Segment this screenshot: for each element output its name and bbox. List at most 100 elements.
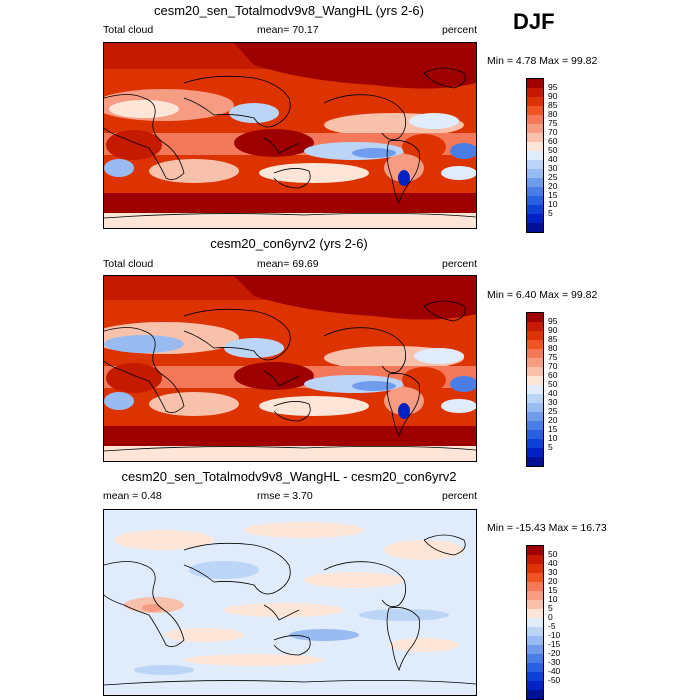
- colorbar-segment: [527, 636, 543, 645]
- colorbar-tick-label: 95: [548, 82, 558, 92]
- panel3-units: percent: [442, 490, 478, 502]
- colorbar-tick-label: 30: [548, 163, 558, 173]
- panel1-minmax: Min = 4.78 Max = 99.82: [487, 55, 598, 67]
- colorbar-segment: [527, 160, 543, 169]
- colorbar-tick-label: 20: [548, 576, 558, 586]
- colorbar-tick-label: 25: [548, 172, 558, 182]
- panel1-map: [103, 42, 477, 229]
- colorbar-segment: [527, 340, 543, 349]
- colorbar-segment: [527, 645, 543, 654]
- colorbar-tick-label: 50: [548, 379, 558, 389]
- panel3-colorbar: [526, 545, 544, 700]
- colorbar-tick-label: 80: [548, 109, 558, 119]
- colorbar-segment: [527, 412, 543, 421]
- colorbar-segment: [527, 205, 543, 214]
- colorbar-segment: [527, 618, 543, 627]
- colorbar-tick-label: 60: [548, 370, 558, 380]
- panel3-title: cesm20_sen_Totalmodv9v8_WangHL - cesm20_…: [121, 469, 457, 484]
- colorbar-segment: [527, 187, 543, 196]
- colorbar-tick-label: 10: [548, 433, 558, 443]
- colorbar-segment: [527, 421, 543, 430]
- colorbar-segment: [527, 313, 543, 322]
- colorbar-segment: [527, 376, 543, 385]
- colorbar-tick-label: 85: [548, 100, 558, 110]
- colorbar-segment: [527, 591, 543, 600]
- colorbar-segment: [527, 457, 543, 466]
- colorbar-segment: [527, 223, 543, 232]
- colorbar-tick-label: 40: [548, 388, 558, 398]
- colorbar-segment: [527, 151, 543, 160]
- colorbar-tick-label: 80: [548, 343, 558, 353]
- colorbar-tick-label: 5: [548, 442, 553, 452]
- panel1-title: cesm20_sen_Totalmodv9v8_WangHL (yrs 2-6): [154, 3, 424, 18]
- colorbar-segment: [527, 564, 543, 573]
- colorbar-tick-label: 25: [548, 406, 558, 416]
- colorbar-segment: [527, 115, 543, 124]
- colorbar-tick-label: 30: [548, 397, 558, 407]
- season-label: DJF: [513, 9, 555, 34]
- colorbar-segment: [527, 394, 543, 403]
- colorbar-segment: [527, 681, 543, 690]
- colorbar-tick-label: -5: [548, 621, 556, 631]
- colorbar-segment: [527, 627, 543, 636]
- colorbar-tick-label: 70: [548, 127, 558, 137]
- colorbar-tick-label: 20: [548, 181, 558, 191]
- colorbar-tick-label: 20: [548, 415, 558, 425]
- colorbar-segment: [527, 178, 543, 187]
- colorbar-segment: [527, 124, 543, 133]
- colorbar-tick-label: -50: [548, 675, 561, 685]
- colorbar-tick-label: 5: [548, 603, 553, 613]
- colorbar-segment: [527, 672, 543, 681]
- colorbar-tick-label: 40: [548, 154, 558, 164]
- colorbar-tick-label: 40: [548, 558, 558, 568]
- colorbar-tick-label: 10: [548, 199, 558, 209]
- panel3-mean: mean = 0.48: [103, 490, 162, 502]
- colorbar-tick-label: 90: [548, 91, 558, 101]
- colorbar-tick-label: -10: [548, 630, 561, 640]
- colorbar-segment: [527, 142, 543, 151]
- colorbar-segment: [527, 430, 543, 439]
- colorbar-tick-label: -15: [548, 639, 561, 649]
- colorbar-tick-label: 0: [548, 612, 553, 622]
- colorbar-segment: [527, 582, 543, 591]
- panel3-map: [103, 509, 477, 696]
- colorbar-segment: [527, 609, 543, 618]
- colorbar-segment: [527, 106, 543, 115]
- colorbar-tick-label: 90: [548, 325, 558, 335]
- panel3-rmse: rmse = 3.70: [257, 490, 313, 502]
- colorbar-segment: [527, 546, 543, 555]
- colorbar-segment: [527, 555, 543, 564]
- colorbar-segment: [527, 663, 543, 672]
- colorbar-tick-label: 50: [548, 549, 558, 559]
- colorbar-tick-label: 15: [548, 190, 558, 200]
- panel3-minmax: Min = -15.43 Max = 16.73: [487, 522, 607, 534]
- colorbar-tick-label: 50: [548, 145, 558, 155]
- colorbar-segment: [527, 349, 543, 358]
- colorbar-tick-label: -30: [548, 657, 561, 667]
- colorbar-segment: [527, 331, 543, 340]
- panel2-mean: mean= 69.69: [257, 258, 319, 270]
- colorbar-segment: [527, 214, 543, 223]
- colorbar-segment: [527, 322, 543, 331]
- colorbar-segment: [527, 385, 543, 394]
- colorbar-tick-label: 15: [548, 585, 558, 595]
- colorbar-segment: [527, 88, 543, 97]
- colorbar-segment: [527, 358, 543, 367]
- colorbar-segment: [527, 448, 543, 457]
- colorbar-tick-label: 5: [548, 208, 553, 218]
- colorbar-segment: [527, 600, 543, 609]
- colorbar-tick-label: 30: [548, 567, 558, 577]
- panel1-mean: mean= 70.17: [257, 24, 319, 36]
- colorbar-segment: [527, 97, 543, 106]
- panel1-variable-label: Total cloud: [103, 24, 154, 36]
- colorbar-segment: [527, 133, 543, 142]
- colorbar-tick-label: 10: [548, 594, 558, 604]
- panel2-map: [103, 275, 477, 462]
- colorbar-segment: [527, 367, 543, 376]
- panel2-variable-label: Total cloud: [103, 258, 154, 270]
- panel1-units: percent: [442, 24, 478, 36]
- colorbar-segment: [527, 654, 543, 663]
- colorbar-tick-label: 15: [548, 424, 558, 434]
- colorbar-tick-label: 95: [548, 316, 558, 326]
- colorbar-tick-label: 70: [548, 361, 558, 371]
